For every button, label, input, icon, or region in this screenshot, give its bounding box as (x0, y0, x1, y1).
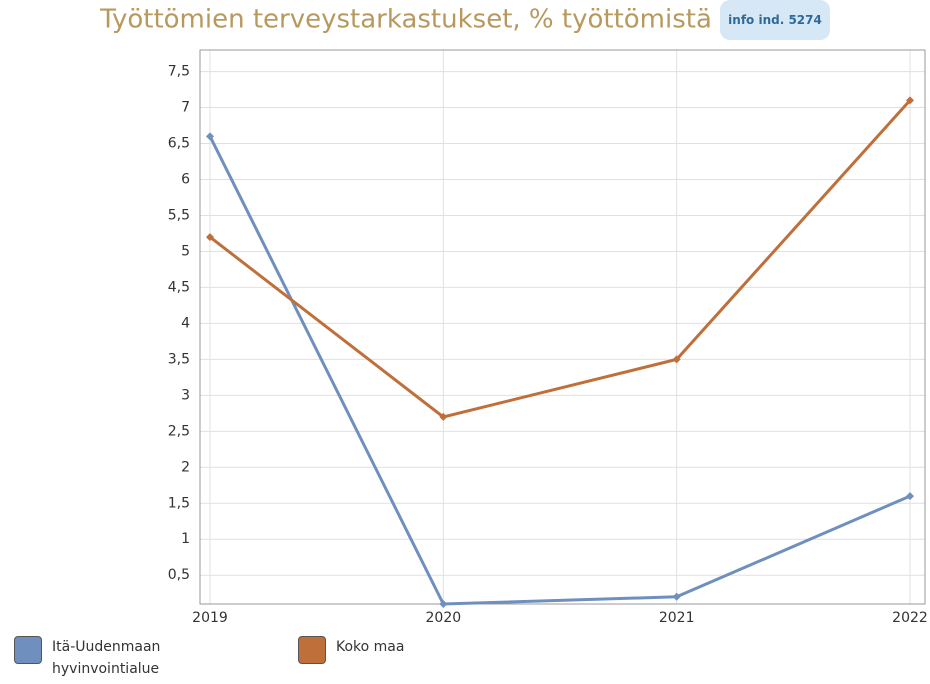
point (906, 96, 914, 105)
point (906, 492, 914, 501)
point (206, 132, 214, 141)
y-tick-label: 7,5 (168, 64, 190, 80)
point (672, 592, 681, 601)
point (439, 412, 448, 421)
point (672, 355, 681, 364)
series-line (208, 135, 911, 606)
y-tick-label: 4,5 (168, 279, 190, 295)
chart: 0,5 1 1,5 2 2,5 3 3,5 4 4,5 5 5,5 6 6,5 7 7,5 2019 2020 2… (168, 49, 928, 626)
title-row: Työttömien terveystarkastukset, % työttö… (0, 0, 930, 40)
plot-frame (199, 49, 926, 605)
point (206, 233, 214, 242)
legend-item: Itä-Uudenmaan hyvinvointialue (14, 636, 172, 680)
y-tick-label: 6,5 (168, 136, 190, 152)
legend-swatch (298, 636, 326, 664)
info-badge[interactable]: info ind. 5274 (720, 0, 830, 40)
point (439, 600, 448, 608)
y-tick-label: 2,5 (168, 423, 190, 439)
y-tick-label: 1,5 (168, 495, 190, 511)
y-tick-label: 5,5 (168, 207, 190, 223)
y-tick-label: 0,5 (168, 567, 190, 583)
x-tick-label: 2022 (892, 610, 928, 626)
x-tick-label: 2020 (426, 610, 462, 626)
legend-item: Koko maa (298, 636, 456, 664)
chart-title: Työttömien terveystarkastukset, % työttö… (100, 4, 712, 35)
x-tick-label: 2021 (659, 610, 695, 626)
y-tick-label: 3 (181, 387, 190, 403)
legend-swatch (14, 636, 42, 664)
y-tick-label: 3,5 (168, 351, 190, 367)
y-tick-label: 6 (181, 172, 190, 188)
y-tick-label: 5 (181, 243, 190, 259)
series-line (209, 99, 912, 419)
x-tick-label: 2019 (192, 610, 228, 626)
y-tick-label: 1 (181, 531, 190, 547)
y-tick-label: 2 (181, 459, 190, 475)
legend-label: Koko maa (336, 639, 405, 655)
y-tick-label: 7 (181, 100, 190, 116)
legend-label: Itä-Uudenmaan hyvinvointialue (52, 639, 161, 677)
y-tick-label: 4 (181, 315, 190, 331)
